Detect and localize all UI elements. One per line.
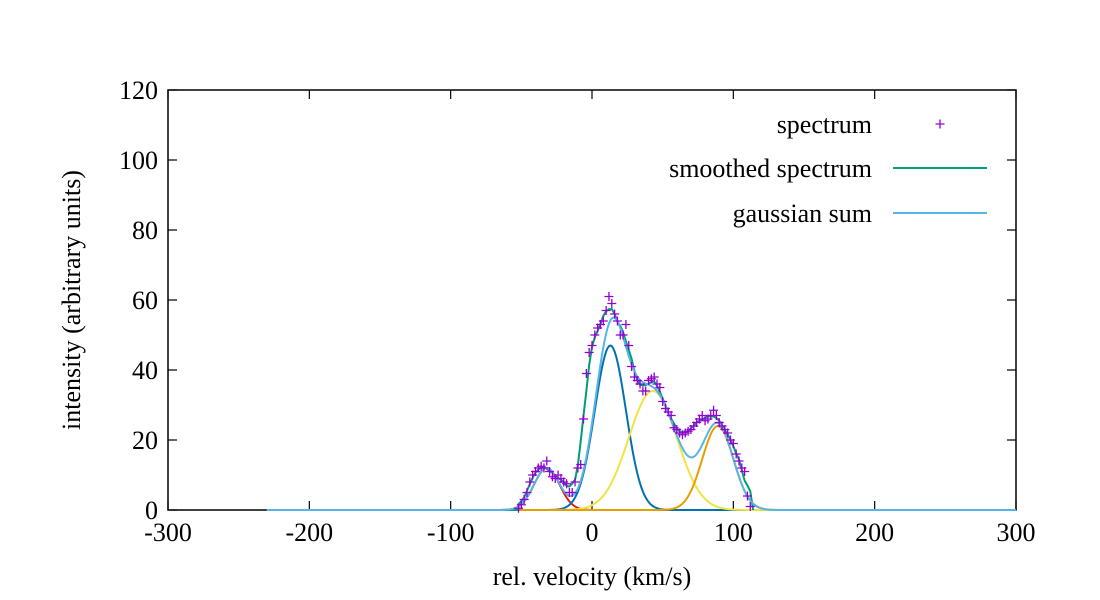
spectrum-point [745, 502, 755, 511]
spectrum-point [627, 362, 637, 371]
spectrum-point [579, 414, 589, 424]
spectrum-point [697, 411, 707, 420]
spectrum-point [621, 320, 631, 329]
spectrum-point [658, 397, 668, 406]
x-tick-label: 0 [586, 518, 599, 547]
spectrum-point [641, 386, 651, 396]
x-tick-label: 200 [855, 518, 894, 547]
x-tick-label: 100 [714, 518, 753, 547]
plot-frame [167, 89, 1017, 511]
spectrum-point [728, 439, 738, 448]
gaussian-component-line [266, 389, 1016, 511]
series-group [266, 292, 1016, 513]
spectrum-point [522, 488, 532, 497]
y-tick-label: 40 [132, 356, 158, 385]
spectrum-point [742, 491, 752, 501]
gaussian-sum-line [266, 316, 1016, 511]
spectrum-point [666, 411, 676, 420]
spectrum-point [612, 316, 622, 326]
y-axis-title: intensity (arbitrary units) [57, 170, 86, 430]
spectrum-point [635, 379, 645, 389]
x-tick-label: -300 [144, 518, 192, 547]
legend-swatch-points [935, 119, 945, 129]
y-tick-label: 120 [119, 76, 158, 105]
spectrum-point [516, 500, 526, 510]
spectrum-point [649, 372, 659, 382]
spectrum-point [607, 299, 617, 308]
spectrum-point [655, 383, 665, 392]
spectrum-point [542, 456, 552, 466]
spectrum-point [570, 477, 580, 487]
spectrum-point [562, 479, 572, 489]
spectrum-point [601, 306, 611, 315]
spectrum-point [598, 316, 608, 326]
y-tick-label: 60 [132, 286, 158, 315]
axis-ticks [167, 89, 1017, 511]
legend: spectrum smoothed spectrum gaussian sum [669, 110, 987, 228]
spectrum-point [604, 292, 614, 301]
y-tick-label: 80 [132, 216, 158, 245]
y-tick-label: 0 [145, 496, 158, 525]
spectrum-point [734, 456, 744, 466]
spectrum-point [711, 411, 721, 420]
x-tick-label: 300 [997, 518, 1036, 547]
spectrum-point [587, 341, 597, 350]
spectrum-point [624, 341, 634, 350]
y-tick-label: 100 [119, 146, 158, 175]
gaussian-component-line [266, 424, 1016, 511]
y-tick-label: 20 [132, 426, 158, 455]
spectrum-point [576, 460, 586, 469]
spectrum-point [731, 449, 741, 459]
spectrum-point [618, 330, 628, 340]
spectrum-point [545, 467, 555, 476]
spectrum-point [590, 330, 600, 340]
legend-label: gaussian sum [733, 199, 872, 228]
axis-tick-labels: -300 -200 -100 0 100 200 300 0 20 40 60 80 100 120 [119, 76, 1036, 547]
spectrum-point [723, 428, 733, 438]
spectrum-point [539, 463, 549, 473]
gaussian-component-line [266, 344, 1016, 511]
spectrum-point [610, 309, 620, 319]
spectrum-point [519, 495, 529, 504]
spectrum-point [525, 477, 535, 487]
legend-label: smoothed spectrum [669, 154, 872, 183]
x-tick-label: -200 [285, 518, 333, 547]
spectrum-point [581, 369, 591, 378]
smoothed-spectrum-line [266, 308, 755, 511]
spectrum-point [709, 405, 719, 415]
x-tick-label: -100 [427, 518, 475, 547]
spectrum-point [567, 488, 577, 497]
spectrum-point [584, 348, 594, 357]
legend-label: spectrum [777, 110, 872, 139]
x-axis-title: rel. velocity (km/s) [493, 562, 692, 591]
spectrum-point [740, 467, 750, 476]
